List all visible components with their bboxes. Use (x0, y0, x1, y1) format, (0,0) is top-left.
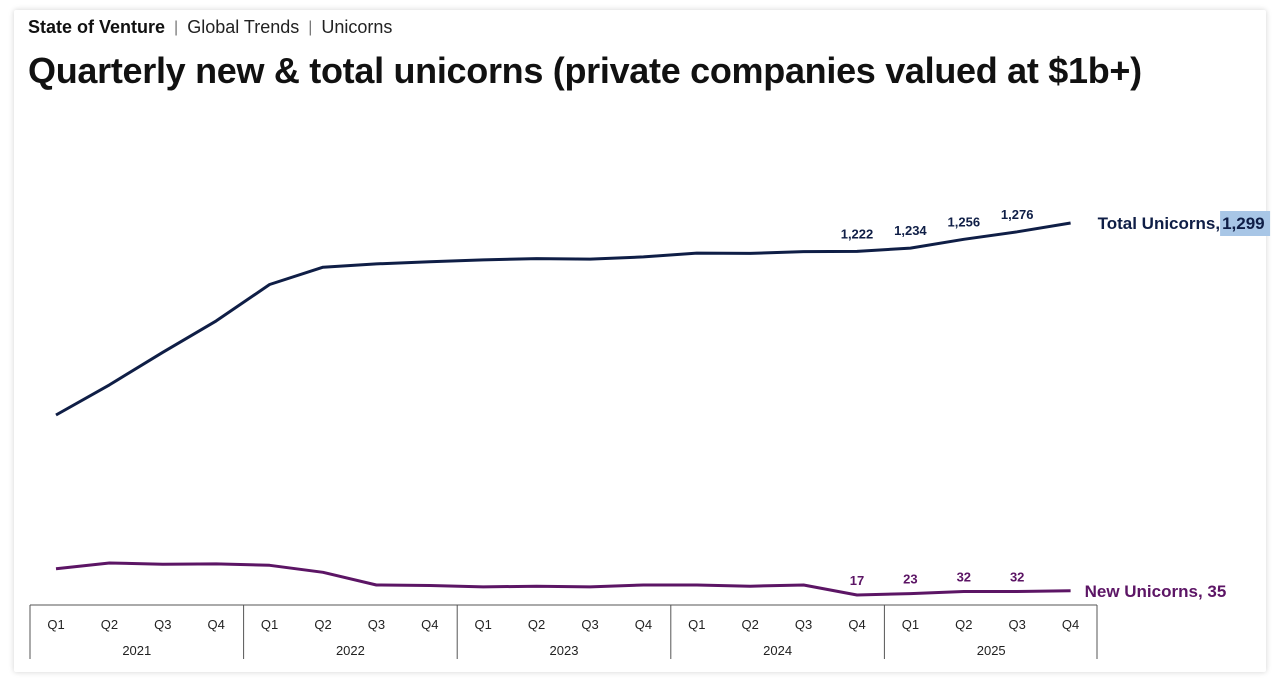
data-label-total: 1,256 (948, 214, 981, 229)
year-label: 2023 (550, 643, 579, 658)
data-label-total: 1,276 (1001, 207, 1034, 222)
data-label-new: 23 (903, 572, 917, 587)
quarter-tick-label: Q4 (208, 617, 225, 632)
page-title: Quarterly new & total unicorns (private … (28, 50, 1142, 91)
quarter-tick-label: Q2 (742, 617, 759, 632)
year-label: 2025 (977, 643, 1006, 658)
data-label-new: 17 (850, 573, 864, 588)
data-label-total: 1,222 (841, 226, 874, 241)
quarter-tick-label: Q3 (154, 617, 171, 632)
year-label: 2022 (336, 643, 365, 658)
quarter-tick-label: Q4 (848, 617, 865, 632)
data-label-total: 1,234 (894, 223, 927, 238)
quarter-tick-label: Q1 (475, 617, 492, 632)
x-axis: 2021 2022 2023 2024 2025 Q1 Q2 Q3 Q4 Q1 Q2 Q3 Q4 Q1 Q2… (29, 604, 1098, 659)
quarter-tick-label: Q3 (1009, 617, 1026, 632)
quarter-tick-label: Q1 (47, 617, 64, 632)
chart-card (14, 10, 1266, 672)
quarter-tick-label: Q1 (902, 617, 919, 632)
data-label-new: 32 (1010, 570, 1024, 585)
series-end-value-total-unicorns: 1,299 (1222, 214, 1265, 233)
quarter-tick-label: Q2 (528, 617, 545, 632)
quarter-tick-label: Q3 (795, 617, 812, 632)
end-value-highlight (1220, 211, 1271, 236)
quarter-tick-label: Q2 (955, 617, 972, 632)
quarter-tick-label: Q3 (581, 617, 598, 632)
series-end-label-new-unicorns: New Unicorns, 35 (1085, 582, 1227, 601)
breadcrumb-separator: | (308, 18, 313, 36)
data-label-new: 32 (957, 570, 971, 585)
quarter-tick-label: Q3 (368, 617, 385, 632)
series-line-new-unicorns (55, 561, 1071, 597)
quarter-tick-label: Q1 (261, 617, 278, 632)
breadcrumb: State of Venture | Global Trends | Unico… (28, 17, 392, 38)
quarter-tick-label: Q2 (314, 617, 331, 632)
breadcrumb-item-global-trends[interactable]: Global Trends (187, 17, 300, 37)
quarter-tick-label: Q4 (421, 617, 438, 632)
series-line-total-unicorns (55, 221, 1071, 417)
series-lines (55, 221, 1071, 597)
series-end-label-total-unicorns: Total Unicorns, (1098, 214, 1220, 233)
quarter-tick-label: Q4 (1062, 617, 1079, 632)
breadcrumb-item-unicorns[interactable]: Unicorns (321, 17, 393, 37)
breadcrumb-separator: | (174, 18, 179, 36)
quarter-tick-label: Q4 (635, 617, 652, 632)
year-label: 2024 (763, 643, 792, 658)
breadcrumb-item-state-of-venture[interactable]: State of Venture (28, 17, 166, 37)
year-label: 2021 (122, 643, 151, 658)
quarter-tick-label: Q1 (688, 617, 705, 632)
data-labels: 1,222 1,234 1,256 1,276 17 23 32 32 Total Unicor… (841, 207, 1271, 601)
quarter-tick-label: Q2 (101, 617, 118, 632)
